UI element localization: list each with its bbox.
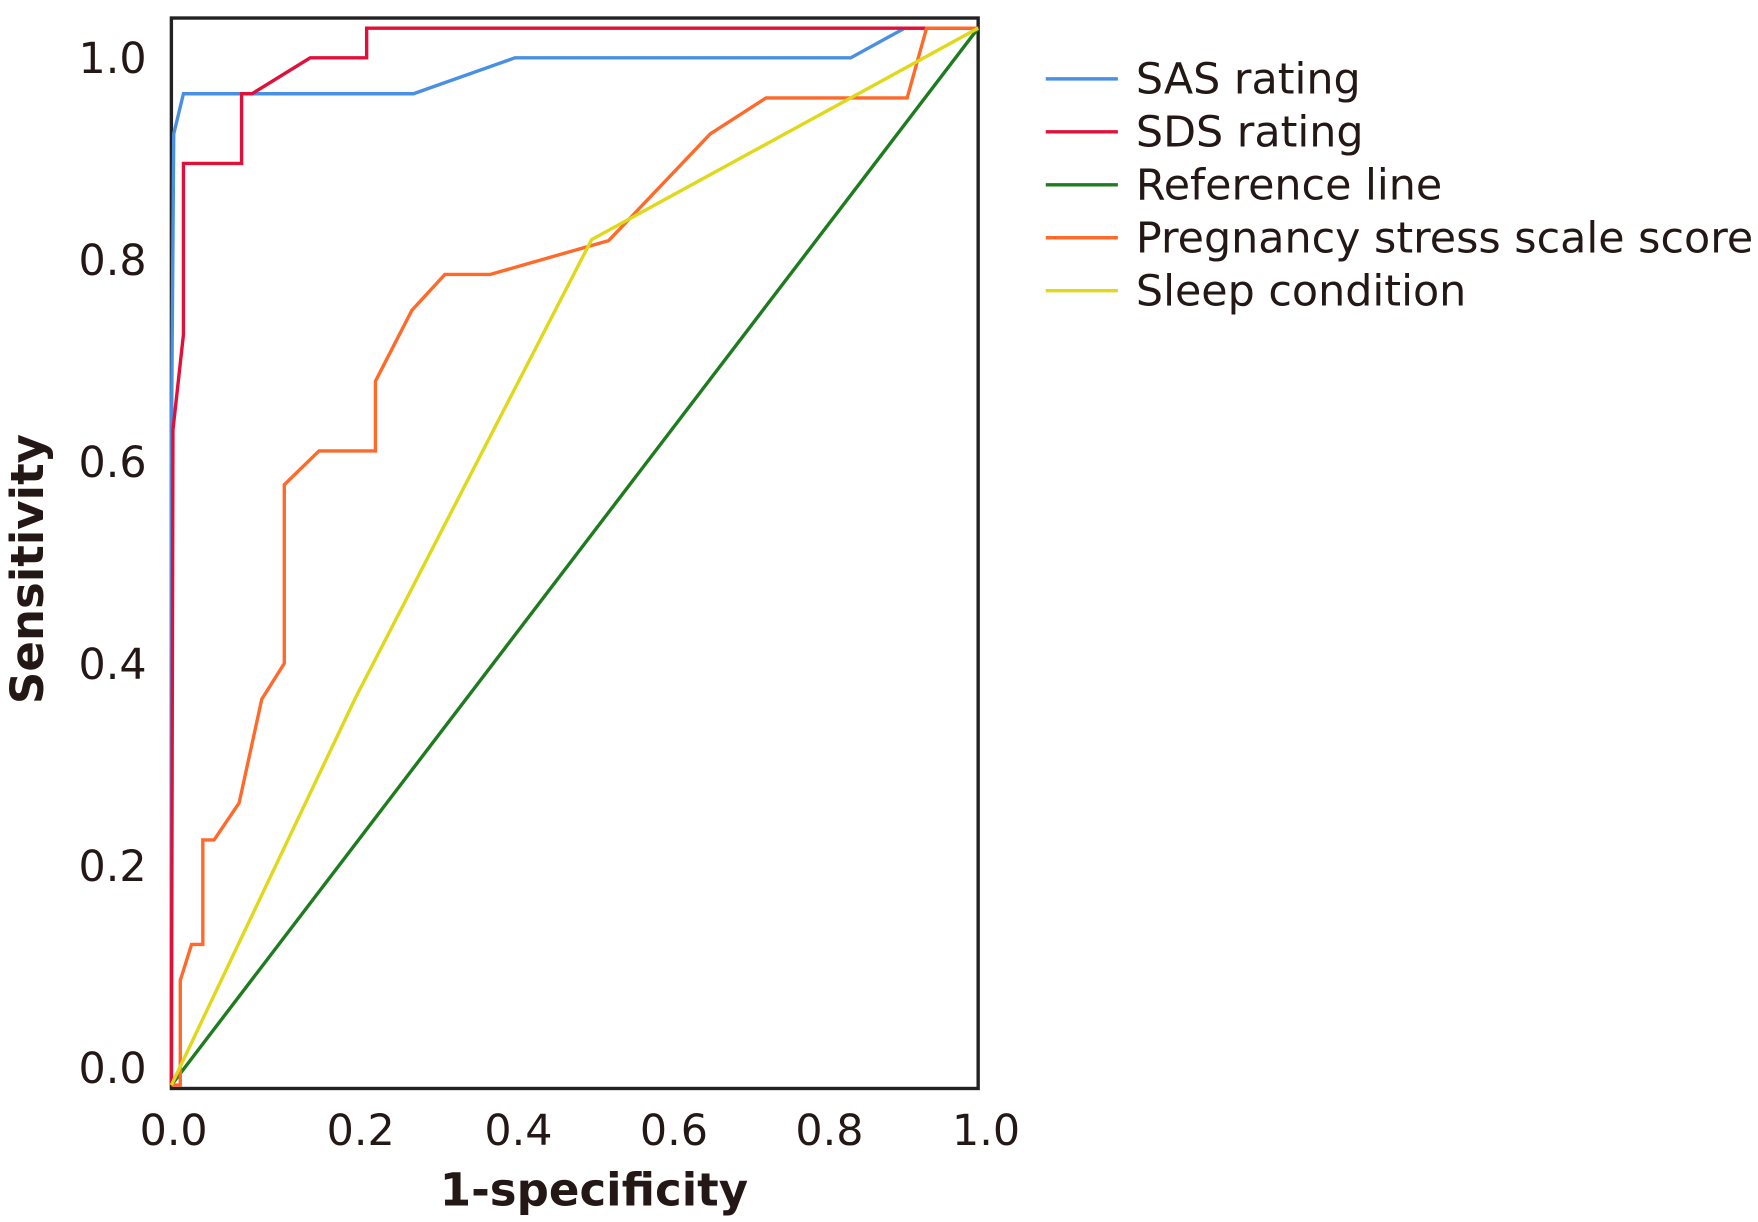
x-tick-label: 0.8 — [795, 1106, 863, 1156]
legend-label: SAS rating — [1136, 55, 1361, 105]
series-line-sleep-condition — [169, 26, 979, 1086]
x-tick-label: 1.0 — [952, 1106, 1020, 1156]
legend-label: Pregnancy stress scale score — [1136, 213, 1753, 263]
series-line-reference-line — [170, 27, 980, 1087]
legend-label: Reference line — [1136, 160, 1442, 210]
x-tick-label: 0.4 — [484, 1106, 552, 1156]
legend-item-reference-line: Reference line — [1045, 160, 1442, 210]
series-layer — [169, 26, 980, 1087]
legend-label: Sleep condition — [1136, 266, 1466, 316]
x-axis-ticks: 0.0 0.2 0.4 0.6 0.8 1.0 — [140, 1106, 1020, 1156]
x-tick-label: 0.2 — [327, 1106, 395, 1156]
x-tick-label: 0.6 — [640, 1106, 708, 1156]
y-tick-label: 0.6 — [79, 438, 147, 488]
y-tick-label: 1.0 — [79, 34, 147, 84]
legend-item-sas-rating: SAS rating — [1045, 55, 1361, 105]
y-tick-label: 0.0 — [79, 1044, 147, 1094]
legend-item-sleep-condition: Sleep condition — [1045, 266, 1466, 316]
series-line-sas-rating — [169, 26, 979, 1086]
y-tick-label: 0.2 — [79, 842, 147, 892]
y-axis-title: Sensitivity — [1, 434, 54, 704]
x-axis-title: 1-specificity — [440, 1164, 748, 1217]
plot-area — [169, 16, 980, 1091]
series-line-sds-rating — [169, 26, 979, 1086]
legend-item-pregnancy-stress-scale-score: Pregnancy stress scale score — [1045, 213, 1753, 263]
x-tick-label: 0.0 — [140, 1106, 208, 1156]
y-tick-label: 0.4 — [79, 640, 147, 690]
legend-label: SDS rating — [1136, 107, 1364, 157]
y-axis-ticks: 0.0 0.2 0.4 0.6 0.8 1.0 — [79, 34, 147, 1094]
series-line-pregnancy-stress-scale-score — [171, 26, 979, 1087]
legend-item-sds-rating: SDS rating — [1045, 107, 1364, 157]
y-tick-label: 0.8 — [79, 236, 147, 286]
